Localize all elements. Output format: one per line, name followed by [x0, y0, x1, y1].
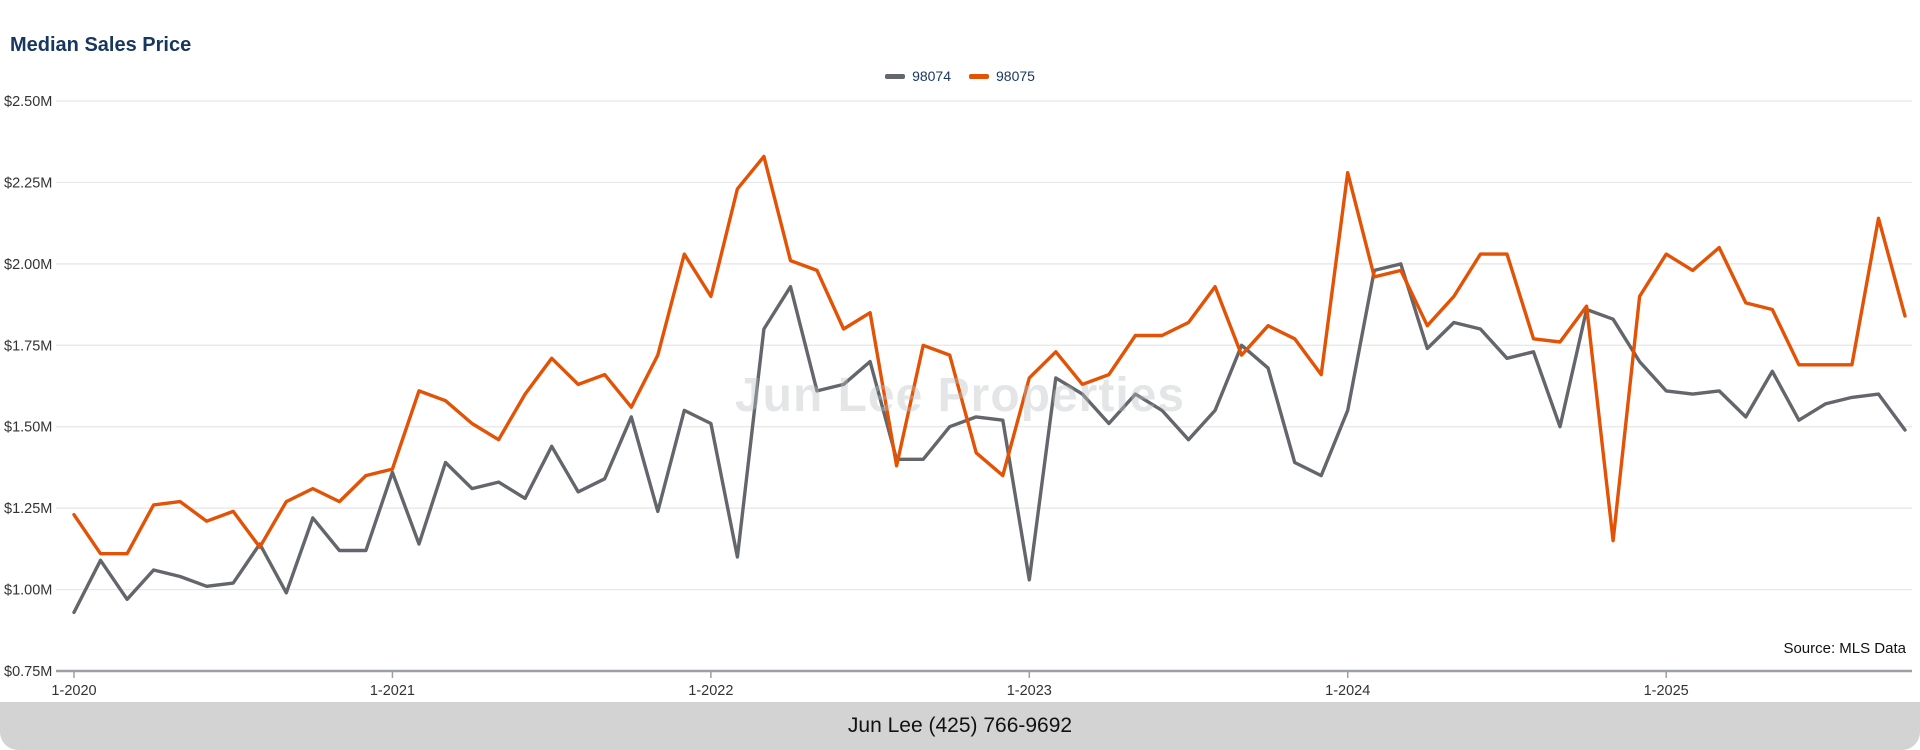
- legend-item-98075[interactable]: 98075: [969, 68, 1035, 84]
- svg-text:$1.25M: $1.25M: [4, 501, 52, 517]
- svg-text:1-2021: 1-2021: [370, 683, 415, 699]
- source-note: Source: MLS Data: [1783, 640, 1906, 657]
- legend-swatch-icon: [885, 73, 906, 79]
- footer-text: Jun Lee (425) 766-9692: [847, 714, 1073, 737]
- legend-label-98075: 98075: [996, 68, 1035, 84]
- legend-label-98074: 98074: [912, 68, 951, 84]
- svg-text:1-2025: 1-2025: [1644, 683, 1689, 699]
- svg-text:$1.75M: $1.75M: [4, 338, 52, 354]
- svg-text:$2.50M: $2.50M: [4, 94, 52, 110]
- footer-bar: Jun Lee (425) 766-9692: [0, 702, 1920, 750]
- svg-text:1-2024: 1-2024: [1325, 683, 1370, 699]
- legend-swatch-icon: [969, 73, 989, 79]
- legend: 98074 98075: [0, 68, 1920, 84]
- svg-text:$1.50M: $1.50M: [4, 420, 52, 436]
- svg-text:1-2023: 1-2023: [1007, 683, 1052, 699]
- svg-text:1-2022: 1-2022: [688, 683, 733, 699]
- svg-text:1-2020: 1-2020: [51, 683, 96, 699]
- svg-text:$0.75M: $0.75M: [4, 664, 52, 680]
- svg-text:$1.00M: $1.00M: [4, 583, 52, 599]
- chart-title: Median Sales Price: [10, 34, 192, 56]
- legend-item-98074[interactable]: 98074: [885, 68, 951, 84]
- svg-text:$2.25M: $2.25M: [4, 175, 52, 191]
- svg-text:$2.00M: $2.00M: [4, 257, 52, 273]
